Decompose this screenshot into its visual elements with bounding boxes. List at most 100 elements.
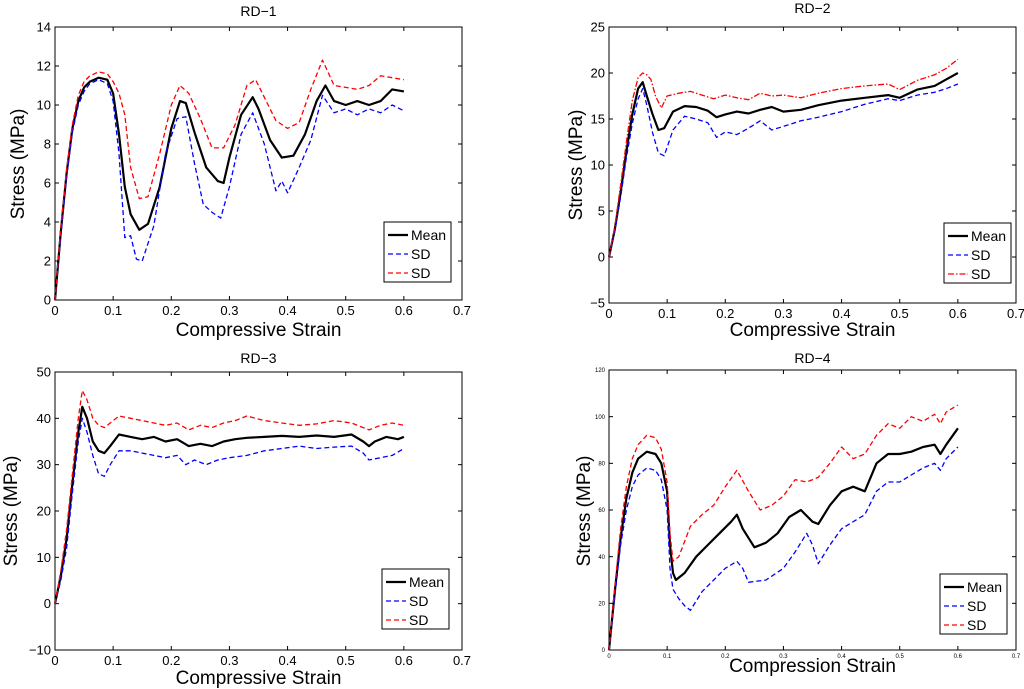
x-tick-label: 0.4 [837,654,846,660]
legend: Mean SD SD [381,568,450,630]
y-tick-label: 5 [598,204,605,219]
y-tick-label: 10 [591,158,605,173]
y-tick-label: 20 [591,66,605,81]
x-tick-label: 0.6 [395,303,413,318]
legend-label: Mean [967,579,1002,595]
x-tick-label: 0.3 [220,653,238,668]
x-axis-label: Compressive Strain [176,668,342,689]
legend-label: SD [409,612,428,628]
chart-panel-4: RD−4 0 0.1 0.2 0.3 0.4 0.5 0.6 0.7 0 20 40 60 80 100 12… [574,350,1021,677]
x-tick-label: 0.3 [774,306,792,321]
x-axis-label: Compressive Strain [176,320,342,341]
x-tick-label: 0.5 [896,654,905,660]
legend-label: Mean [409,574,444,590]
y-tick-label: 0 [44,596,51,611]
legend-box [939,573,1008,635]
y-tick-label: 120 [595,368,606,374]
x-tick-label: 0.7 [453,303,471,318]
y-tick-label: 15 [591,112,605,127]
y-tick-label: −5 [590,296,605,311]
x-tick-label: 0 [51,653,58,668]
series-line-sd-lower [54,417,405,604]
y-tick-label: 10 [37,550,51,565]
chart-title: RD−2 [794,0,830,16]
y-tick-label: 80 [598,461,605,467]
y-axis-label: Stress (MPa) [574,456,595,567]
legend-label: SD [971,247,990,263]
x-axis-label: Compressive Strain [730,320,896,341]
chart-title: RD−3 [240,350,276,366]
legend-label: SD [411,265,430,281]
legend-box [381,568,450,630]
x-tick-label: 0 [607,654,611,660]
x-tick-label: 0.3 [779,654,788,660]
series-line-mean [53,76,405,301]
y-tick-label: 20 [598,601,605,607]
y-tick-label: 6 [44,176,51,191]
series-line-sd-lower [608,446,959,651]
x-tick-label: 0.1 [663,654,672,660]
legend-label: SD [971,266,990,282]
x-tick-label: 0.7 [453,653,471,668]
x-tick-label: 0.4 [279,303,297,318]
x-tick-label: 0.5 [337,303,355,318]
y-tick-label: 40 [37,411,51,426]
y-tick-label: 60 [598,508,605,514]
x-tick-label: 0.4 [833,306,851,321]
legend: Mean SD SD [939,573,1008,635]
x-tick-label: 0.2 [162,303,180,318]
series-line-sd-upper [54,389,405,604]
legend-box [383,221,452,283]
y-tick-label: 14 [37,20,51,35]
legend-label: SD [411,246,430,262]
y-axis-label: Stress (MPa) [8,109,29,220]
legend-label: Mean [411,227,446,243]
y-tick-label: 8 [44,137,51,152]
y-tick-label: −10 [29,643,51,658]
x-tick-label: 0.6 [395,653,413,668]
series-line-mean [607,427,959,651]
chart-title: RD−4 [794,350,830,366]
x-tick-label: 0.1 [658,306,676,321]
legend-label: SD [409,593,428,609]
series-line-sd-lower [608,83,959,258]
x-tick-label: 0.6 [954,654,963,660]
y-tick-label: 10 [37,98,51,113]
y-axis-label: Stress (MPa) [1,456,22,567]
y-tick-label: 30 [37,457,51,472]
x-tick-label: 0.4 [279,653,297,668]
x-tick-label: 0.7 [1012,654,1021,660]
x-tick-label: 0.1 [104,653,122,668]
y-tick-label: 4 [44,215,51,230]
y-tick-label: 25 [591,20,605,35]
legend-label: SD [967,617,986,633]
y-tick-label: 40 [598,555,605,561]
chart-panel-1: RD−1 0 0.1 0.2 0.3 0.4 0.5 0.6 0.7 0 2 4 6 8 10 12 14 Com… [8,3,471,341]
x-tick-label: 0 [605,306,612,321]
series-line-mean [53,405,405,604]
y-tick-label: 0 [602,648,606,654]
x-tick-label: 0.3 [220,303,238,318]
legend-label: SD [967,598,986,614]
chart-panel-3: RD−30 0.1 0.2 0.3 0.4 0.5 0.6 0.7−1001020304050… [1,350,471,689]
series-line-sd-upper [54,59,405,301]
x-tick-label: 0.5 [337,653,355,668]
x-axis-label: Compression Strain [729,656,896,677]
y-tick-label: 0 [598,250,605,265]
x-tick-label: 0 [51,303,58,318]
series-line-sd-lower [54,79,405,301]
y-tick-label: 2 [44,254,51,269]
chart-panel-2: RD−20 0.1 0.2 0.3 0.4 0.5 0.6 0.7−50510152025Co… [566,0,1024,341]
y-tick-label: 100 [595,415,606,421]
legend: Mean SD SD [383,221,452,283]
legend-box [943,222,1012,284]
y-axis-label: Stress (MPa) [566,110,587,221]
x-tick-label: 0.2 [716,306,734,321]
x-tick-label: 0.2 [162,653,180,668]
chart-title: RD−1 [240,3,276,19]
legend: Mean SD SD [943,222,1012,284]
x-tick-label: 0.5 [891,306,909,321]
x-tick-label: 0.1 [104,303,122,318]
x-tick-label: 0.2 [721,654,730,660]
